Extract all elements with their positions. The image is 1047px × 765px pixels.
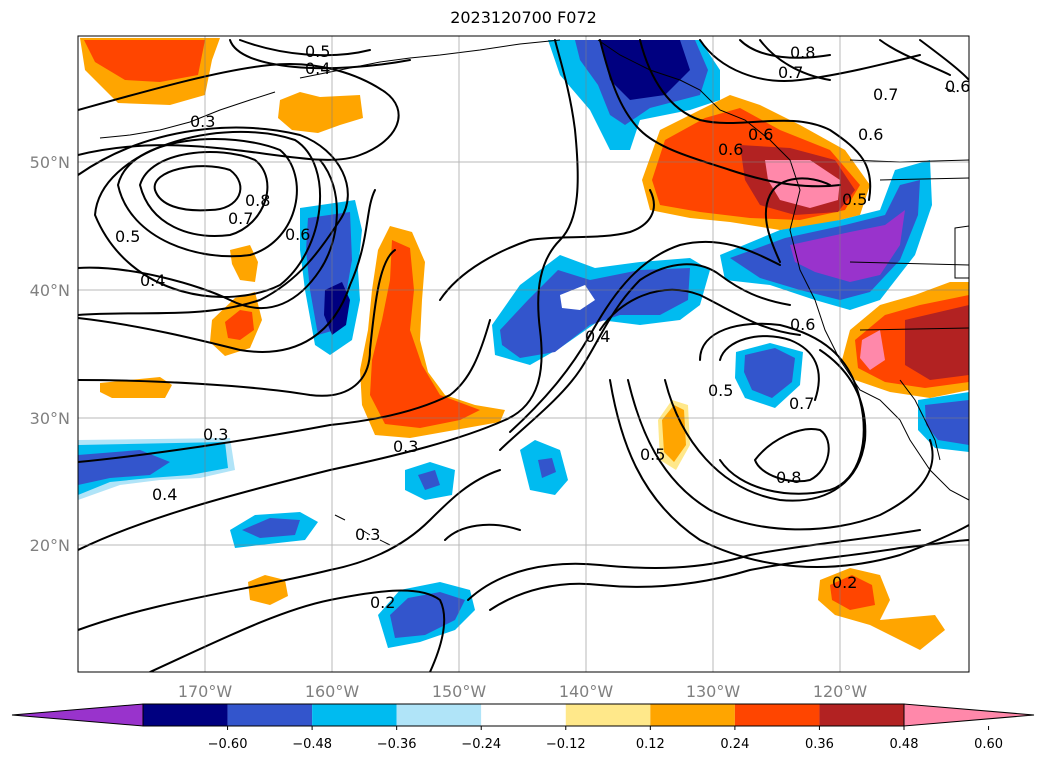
contour-label: 0.5 — [640, 445, 665, 464]
shade-negative-region — [418, 470, 440, 490]
map-title: 2023120700 F072 — [450, 8, 597, 27]
colorbar-tick-label: −0.48 — [292, 737, 332, 752]
colorbar-segment — [396, 704, 482, 726]
colorbar-segment — [650, 704, 735, 726]
contour-label: 0.6 — [945, 77, 970, 96]
contour-label: 0.4 — [140, 271, 165, 290]
contour-label: 0.6 — [748, 125, 773, 144]
colorbar-segment — [734, 704, 820, 726]
shade-positive-region — [84, 40, 205, 82]
contour-lines — [78, 39, 969, 672]
shade-positive-region — [860, 330, 885, 370]
contour-label: 0.5 — [115, 227, 140, 246]
colorbar-segment — [312, 704, 397, 726]
lon-label: 140°W — [559, 682, 614, 701]
contour-label: 0.6 — [718, 140, 743, 159]
contour-label: 0.3 — [393, 437, 418, 456]
contour-label: 0.7 — [228, 209, 253, 228]
colorbar-extend-min — [11, 703, 144, 727]
longitude-labels: 170°W 160°W 150°W 140°W 130°W 120°W — [178, 682, 868, 701]
colorbar-extend-max — [903, 703, 1035, 727]
contour-labels: 0.5 0.4 0.3 0.8 0.7 0.6 0.5 0.4 0.8 0.7 … — [115, 42, 970, 612]
lon-label: 130°W — [686, 682, 741, 701]
lon-label: 120°W — [813, 682, 868, 701]
lat-label: 30°N — [30, 409, 70, 428]
contour-label: 0.4 — [305, 59, 330, 78]
contour-label: 0.5 — [842, 190, 867, 209]
shade-negative-region — [790, 210, 905, 282]
contour-label: 0.5 — [305, 42, 330, 61]
shade-negative-region — [600, 40, 690, 100]
lon-label: 170°W — [178, 682, 233, 701]
contour-label: 0.3 — [203, 425, 228, 444]
shade-negative-region — [925, 400, 969, 445]
colorbar-segment — [819, 704, 904, 726]
shade-positive-region — [225, 310, 254, 340]
colorbar-tick-label: −0.36 — [377, 737, 417, 752]
colorbar-segment — [565, 704, 651, 726]
contour-label: 0.7 — [789, 394, 814, 413]
contour-label: 0.6 — [790, 315, 815, 334]
contour-label: 0.8 — [245, 191, 270, 210]
contour-label: 0.8 — [776, 468, 801, 487]
shade-negative-region — [538, 458, 556, 478]
colorbar: −0.60 −0.48 −0.36 −0.24 −0.12 0.12 0.24 0.36 0.4… — [11, 703, 1035, 752]
colorbar-tick-label: −0.12 — [546, 737, 586, 752]
colorbar-tick-label: 0.36 — [805, 737, 834, 752]
shade-negative-region — [242, 518, 300, 538]
shade-positive-region — [905, 305, 969, 380]
shade-positive-region — [370, 240, 480, 428]
colorbar-segment — [227, 704, 313, 726]
shade-negative-region — [390, 592, 465, 638]
contour-label: 0.5 — [708, 381, 733, 400]
lon-label: 150°W — [432, 682, 487, 701]
contour-label: 0.7 — [873, 85, 898, 104]
colorbar-tick-label: 0.60 — [974, 737, 1003, 752]
contour-label: 0.8 — [790, 43, 815, 62]
map-gridlines — [78, 36, 969, 672]
contour-label: 0.4 — [152, 485, 177, 504]
contour-label: 0.4 — [585, 327, 610, 346]
colorbar-segment — [481, 704, 566, 726]
lat-label: 20°N — [30, 536, 70, 555]
latitude-labels: 20°N 30°N 40°N 50°N — [30, 153, 70, 555]
lat-label: 50°N — [30, 153, 70, 172]
colorbar-tick-label: −0.24 — [461, 737, 501, 752]
colorbar-segment — [143, 704, 228, 726]
map-plot-area: 0.5 0.4 0.3 0.8 0.7 0.6 0.5 0.4 0.8 0.7 … — [78, 36, 970, 672]
colorbar-tick-label: 0.24 — [720, 737, 749, 752]
shade-positive-region — [278, 92, 363, 133]
lon-label: 160°W — [305, 682, 360, 701]
contour-label: 0.7 — [778, 63, 803, 82]
contour-label: 0.2 — [832, 573, 857, 592]
contour-label: 0.3 — [190, 112, 215, 131]
contour-label: 0.6 — [858, 125, 883, 144]
map-frame — [77, 35, 970, 673]
shade-positive-region — [830, 575, 875, 610]
colorbar-tick-label: −0.60 — [208, 737, 248, 752]
colorbar-tick-label: 0.48 — [890, 737, 919, 752]
colorbar-frame — [142, 703, 905, 727]
contour-label: 0.6 — [285, 225, 310, 244]
colorbar-tick-label: 0.12 — [636, 737, 665, 752]
contour-label: 0.2 — [370, 593, 395, 612]
shade-positive-region — [765, 160, 840, 208]
contour-label: 0.3 — [355, 525, 380, 544]
lat-label: 40°N — [30, 281, 70, 300]
shade-negative-region — [744, 348, 795, 398]
